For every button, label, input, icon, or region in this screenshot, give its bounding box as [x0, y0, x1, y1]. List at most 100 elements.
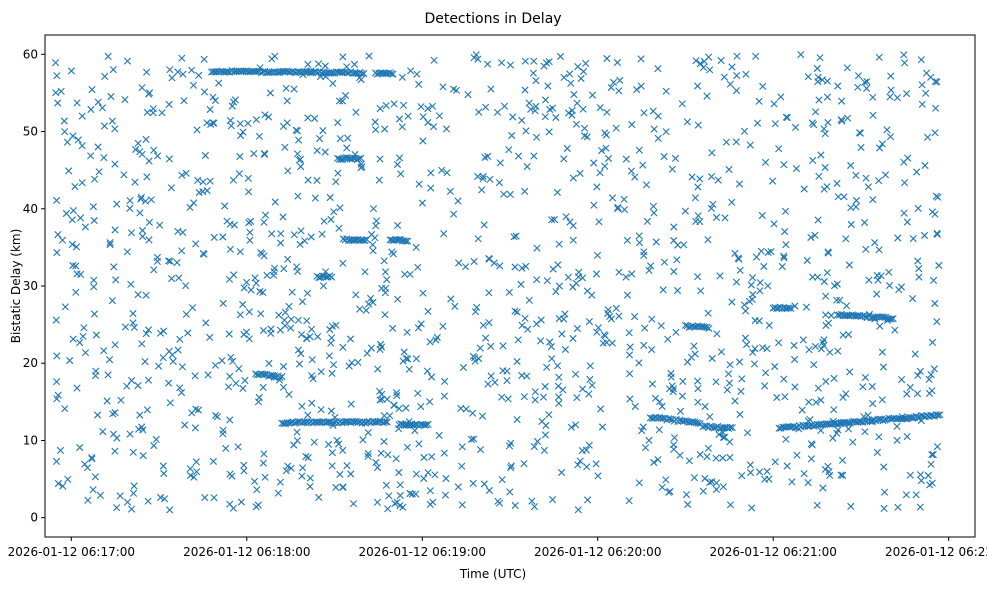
scatter-point [823, 269, 831, 277]
scatter-point [880, 504, 888, 512]
scatter-point [150, 442, 158, 450]
scatter-point [60, 117, 68, 125]
scatter-point [781, 393, 789, 401]
scatter-point [665, 385, 673, 393]
scatter-point [712, 378, 720, 386]
scatter-point [511, 307, 519, 315]
scatter-point [549, 104, 557, 112]
scatter-point [433, 333, 441, 342]
scatter-point [334, 169, 342, 177]
scatter-point [688, 173, 696, 181]
scatter-point [861, 428, 869, 436]
scatter-point [543, 277, 551, 285]
scatter-point [813, 501, 821, 509]
scatter-point [475, 108, 483, 116]
scatter-point [725, 379, 734, 387]
scatter-point [708, 149, 716, 157]
scatter-point [306, 333, 314, 341]
scatter-point [781, 228, 789, 236]
scatter-point [290, 85, 298, 93]
scatter-point [683, 358, 692, 366]
scatter-point [523, 372, 531, 380]
scatter-point [645, 436, 653, 444]
scatter-point [154, 152, 162, 160]
scatter-point [339, 97, 347, 105]
scatter-point [485, 319, 493, 327]
scatter-point [52, 457, 61, 465]
scatter-point [64, 475, 72, 483]
scatter-point [304, 411, 312, 419]
scatter-point [52, 89, 60, 97]
scatter-point [928, 387, 936, 395]
scatter-point [265, 359, 273, 367]
scatter-point [894, 503, 902, 511]
scatter-point [487, 372, 495, 380]
scatter-point [259, 326, 268, 335]
scatter-point [915, 265, 923, 273]
scatter-point [545, 128, 553, 136]
scatter-point [625, 497, 633, 505]
scatter-point [521, 314, 529, 322]
scatter-point [838, 456, 847, 464]
scatter-point [404, 237, 412, 245]
scatter-point [280, 316, 288, 324]
scatter-point [628, 270, 636, 278]
scatter-point [903, 218, 911, 226]
scatter-point [914, 371, 922, 379]
scatter-point [387, 70, 395, 78]
scatter-point [541, 96, 550, 104]
scatter-point [593, 251, 602, 259]
scatter-point [68, 240, 76, 248]
scatter-point [176, 335, 184, 343]
scatter-point [694, 385, 702, 393]
scatter-point [295, 136, 303, 144]
scatter-point [458, 443, 466, 451]
scatter-point [824, 249, 832, 257]
scatter-point [424, 307, 432, 315]
scatter-point [100, 154, 108, 162]
scatter-point [505, 146, 513, 154]
scatter-point [918, 100, 926, 108]
scatter-point [708, 354, 716, 363]
scatter-point [173, 259, 181, 267]
scatter-point [435, 112, 444, 120]
scatter-point [726, 423, 734, 431]
scatter-point [380, 412, 388, 420]
scatter-point [400, 348, 408, 356]
scatter-point [912, 491, 920, 499]
x-tick-label: 2026-01-12 06:21:00 [709, 545, 836, 559]
scatter-point [582, 59, 590, 67]
scatter-point [222, 444, 230, 452]
scatter-point [749, 348, 757, 356]
scatter-point [604, 309, 612, 318]
scatter-point [588, 291, 596, 299]
scatter-point [569, 236, 577, 244]
scatter-point [518, 264, 526, 272]
scatter-point [271, 198, 279, 206]
scatter-point [245, 335, 253, 343]
scatter-point [873, 290, 881, 298]
scatter-point [321, 62, 329, 70]
scatter-point [476, 344, 484, 352]
scatter-point [356, 305, 364, 313]
scatter-point [458, 501, 466, 509]
scatter-point [129, 448, 137, 456]
scatter-point [395, 468, 403, 477]
scatter-point [156, 221, 164, 229]
scatter-point [532, 320, 541, 328]
scatter-point [763, 467, 771, 475]
scatter-point [934, 411, 942, 419]
scatter-point [239, 300, 247, 309]
scatter-point [670, 267, 678, 276]
scatter-point [577, 74, 585, 83]
scatter-point [381, 125, 389, 133]
scatter-point [811, 231, 819, 239]
scatter-point [108, 117, 116, 125]
scatter-point [869, 111, 877, 119]
scatter-point [52, 59, 60, 67]
scatter-point [471, 354, 479, 362]
scatter-point [935, 261, 943, 270]
scatter-point [800, 470, 808, 478]
scatter-point [349, 500, 358, 508]
scatter-point [712, 454, 720, 462]
